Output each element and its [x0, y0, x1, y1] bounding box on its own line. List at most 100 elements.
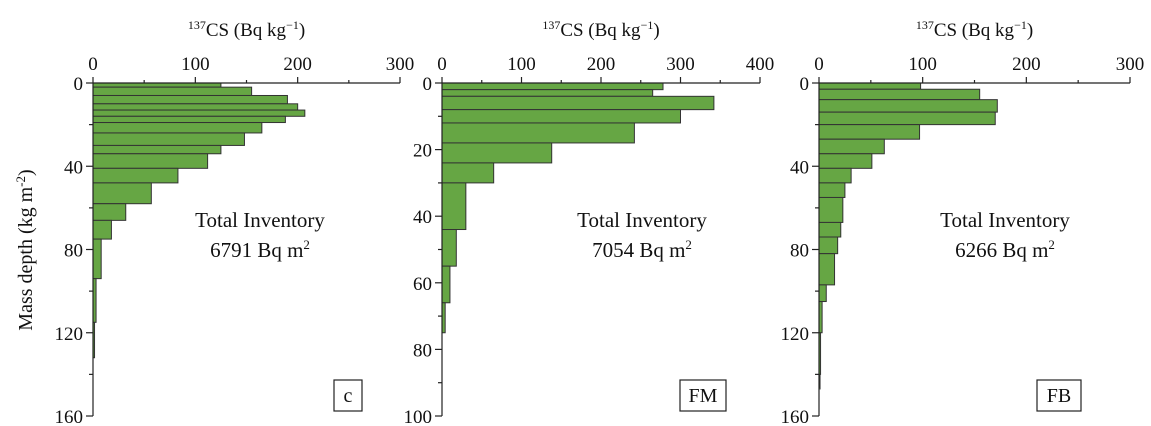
- x-tick-label: 300: [386, 54, 415, 75]
- depth-bar: [92, 167, 179, 184]
- depth-bar: [818, 236, 839, 255]
- depth-bar: [92, 122, 263, 134]
- depth-bar: [441, 142, 553, 164]
- y-tick-label: 120: [55, 324, 84, 345]
- y-tick-label: 0: [423, 74, 433, 95]
- x-axis-label: 137CS (Bq kg−1): [542, 18, 659, 41]
- depth-bar: [818, 82, 922, 90]
- depth-bar: [818, 138, 885, 155]
- depth-bar: [818, 99, 998, 113]
- y-tick-label: 80: [64, 241, 83, 262]
- x-axis-label-unit-sup: −1: [1014, 18, 1027, 32]
- x-tick-label: 200: [283, 54, 312, 75]
- depth-bar: [818, 182, 846, 198]
- x-tick-label: 0: [814, 54, 824, 75]
- x-axis-label: 137CS (Bq kg−1): [188, 18, 305, 41]
- y-tick-label: 20: [413, 141, 432, 162]
- x-axis-label-text: CS (Bq kg: [560, 20, 641, 41]
- x-axis-label-isotope: 137: [916, 18, 934, 32]
- x-tick-label: 100: [507, 54, 536, 75]
- y-axis-label-text: Mass depth (kg m: [15, 186, 37, 330]
- y-tick-label: 40: [413, 207, 432, 228]
- x-tick-label: 0: [88, 54, 98, 75]
- depth-bar: [92, 94, 288, 105]
- depth-bar: [92, 153, 209, 169]
- panel-tag-label: FM: [689, 385, 718, 407]
- panel-tag-label: c: [344, 385, 353, 407]
- panel-tag-box: [333, 379, 363, 412]
- depth-bar: [92, 203, 127, 221]
- x-tick-label: 200: [1012, 54, 1041, 75]
- inventory-value-text: 6791 Bq m: [210, 238, 303, 262]
- inventory-value: 6266 Bq m2: [955, 237, 1055, 262]
- y-axis-label: Mass depth (kg m-2): [13, 169, 37, 330]
- panel-2: 0 100 200 300 0 40 80 120 160 137CS (Bq kg−1) Tota…: [781, 18, 1145, 426]
- depth-bar: [441, 82, 664, 91]
- depth-bar: [441, 109, 681, 124]
- depth-bar: [92, 103, 299, 111]
- depth-bar: [92, 82, 222, 88]
- depth-bar: [818, 196, 844, 223]
- x-tick-label: 400: [746, 54, 775, 75]
- inventory-title: Total Inventory: [195, 208, 325, 232]
- y-tick-label: 160: [55, 407, 84, 426]
- depth-bar: [818, 124, 921, 140]
- panel-tag-label: FB: [1047, 385, 1071, 407]
- depth-bar: [441, 182, 467, 231]
- y-tick-label: 120: [781, 324, 810, 345]
- depth-bar: [818, 253, 836, 286]
- depth-bar: [818, 111, 996, 126]
- depth-bar: [92, 219, 112, 240]
- y-tick-label: 160: [781, 407, 810, 426]
- inventory-value-sup: 2: [685, 237, 692, 252]
- panel-0: 0 100 200 300 0 40 80 120 160 137CS (Bq kg−1) Tota…: [55, 18, 415, 426]
- depth-bar: [92, 132, 245, 146]
- depth-bar: [818, 88, 981, 101]
- x-axis-label-end: ): [1027, 20, 1033, 41]
- depth-bar: [92, 144, 222, 155]
- inventory-value: 7054 Bq m2: [592, 237, 692, 262]
- x-axis-label: 137CS (Bq kg−1): [916, 18, 1033, 41]
- inventory-title: Total Inventory: [940, 208, 1070, 232]
- x-axis-label-isotope: 137: [188, 18, 206, 32]
- x-tick-label: 100: [181, 54, 210, 75]
- y-tick-label: 100: [404, 407, 433, 426]
- depth-bar: [92, 109, 306, 117]
- inventory-value-sup: 2: [303, 237, 310, 252]
- depth-bar: [818, 167, 852, 184]
- depth-bar: [441, 229, 457, 267]
- inventory-value-text: 7054 Bq m: [592, 238, 685, 262]
- inventory-value-sup: 2: [1048, 237, 1055, 252]
- depth-bar: [441, 122, 635, 144]
- depth-bar: [92, 86, 253, 96]
- depth-bar: [92, 238, 102, 280]
- y-tick-label: 80: [413, 340, 432, 361]
- x-axis-label-text: CS (Bq kg: [934, 20, 1015, 41]
- depth-bar: [818, 153, 873, 169]
- panel-1: 0 100 200 300 400 0 20 40 60 80 100 137CS (Bq kg−1)…: [404, 18, 775, 426]
- y-tick-label: 0: [800, 74, 810, 95]
- x-axis-label-isotope: 137: [542, 18, 560, 32]
- inventory-title: Total Inventory: [577, 208, 707, 232]
- depth-bar: [441, 162, 495, 184]
- panel-tag-box: [679, 379, 727, 412]
- y-axis-label-sup: -2: [13, 176, 28, 187]
- inventory-value-text: 6266 Bq m: [955, 238, 1048, 262]
- depth-bar: [92, 115, 286, 124]
- depth-bar: [441, 265, 451, 304]
- y-tick-label: 40: [790, 157, 809, 178]
- x-tick-label: 200: [587, 54, 616, 75]
- x-axis-label-text: CS (Bq kg: [206, 20, 287, 41]
- panel-tag-box: [1036, 379, 1082, 412]
- x-axis-label-unit-sup: −1: [286, 18, 299, 32]
- x-axis-label-end: ): [653, 20, 659, 41]
- x-tick-label: 100: [908, 54, 937, 75]
- x-axis-label-unit-sup: −1: [641, 18, 654, 32]
- x-tick-label: 0: [437, 54, 447, 75]
- inventory-value: 6791 Bq m2: [210, 237, 310, 262]
- depth-bar: [92, 182, 152, 205]
- depth-bar: [441, 95, 715, 111]
- y-tick-label: 40: [64, 157, 83, 178]
